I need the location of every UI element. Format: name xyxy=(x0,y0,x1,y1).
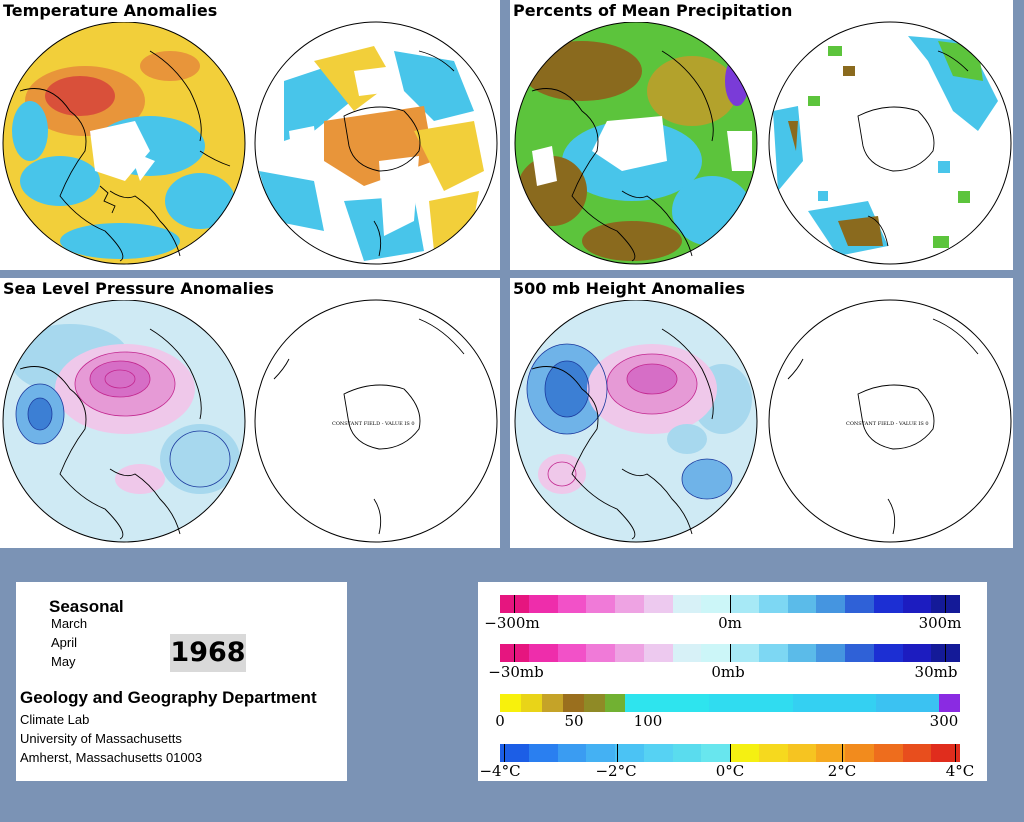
month-label: May xyxy=(51,654,76,669)
temperature-northern-hemisphere-map xyxy=(0,21,250,266)
legend-label: 100 xyxy=(633,712,663,730)
panel-title: 500 mb Height Anomalies xyxy=(510,278,749,300)
legend-label: 2°C xyxy=(827,762,857,780)
height-anomalies-panel: 500 mb Height Anomalies xyxy=(510,278,1013,548)
address-line: University of Massachusetts xyxy=(20,731,182,746)
legend-label: 300m xyxy=(918,614,962,632)
address-line: Amherst, Massachusetts 01003 xyxy=(20,750,203,765)
legend-label: 0mb xyxy=(711,663,745,681)
department-name: Geology and Geography Department xyxy=(20,688,317,707)
address-line: Climate Lab xyxy=(20,712,90,727)
height-colorbar xyxy=(500,595,960,613)
legend-label: 50 xyxy=(564,712,584,730)
panel-title: Sea Level Pressure Anomalies xyxy=(0,278,277,300)
info-panel: Seasonal March April May 1968 Geology an… xyxy=(16,582,347,781)
precipitation-northern-hemisphere-map xyxy=(512,21,762,266)
precipitation-colorbar xyxy=(500,694,960,712)
pressure-colorbar xyxy=(500,644,960,662)
height-constant-note: CONSTANT FIELD - VALUE IS 0 xyxy=(846,421,929,427)
season-label: Seasonal xyxy=(49,597,124,616)
legend-label: −300m xyxy=(484,614,540,632)
panel-title: Percents of Mean Precipitation xyxy=(510,0,796,22)
temperature-anomalies-panel: Temperature Anomalies xyxy=(0,0,500,270)
temperature-colorbar xyxy=(500,744,960,762)
month-label: April xyxy=(51,635,78,650)
slp-northern-hemisphere-map xyxy=(0,299,250,544)
height-southern-hemisphere-map: CONSTANT FIELD - VALUE IS 0 xyxy=(768,299,1013,544)
sea-level-pressure-panel: Sea Level Pressure Anomalies xyxy=(0,278,500,548)
temperature-southern-hemisphere-map xyxy=(254,21,499,266)
legend-label: 300 xyxy=(929,712,959,730)
legend-label: −4°C xyxy=(479,762,521,780)
slp-southern-hemisphere-map: CONSTANT FIELD - VALUE IS 0 xyxy=(254,299,499,544)
legend-label: −2°C xyxy=(595,762,637,780)
legend-label: −30mb xyxy=(488,663,544,681)
panel-title: Temperature Anomalies xyxy=(0,0,221,22)
slp-constant-note: CONSTANT FIELD - VALUE IS 0 xyxy=(332,421,415,427)
legend-panel: −300m 0m 300m −30mb 0mb 30mb 0 50 100 30… xyxy=(478,582,987,781)
legend-label: 0 xyxy=(495,712,505,730)
month-label: March xyxy=(51,616,88,631)
legend-label: 4°C xyxy=(945,762,975,780)
legend-label: 0°C xyxy=(715,762,745,780)
year-label: 1968 xyxy=(170,634,246,672)
legend-label: 30mb xyxy=(914,663,958,681)
precipitation-southern-hemisphere-map xyxy=(768,21,1013,266)
legend-label: 0m xyxy=(718,614,742,632)
precipitation-panel: Percents of Mean Precipitation xyxy=(510,0,1013,270)
height-northern-hemisphere-map xyxy=(512,299,762,544)
